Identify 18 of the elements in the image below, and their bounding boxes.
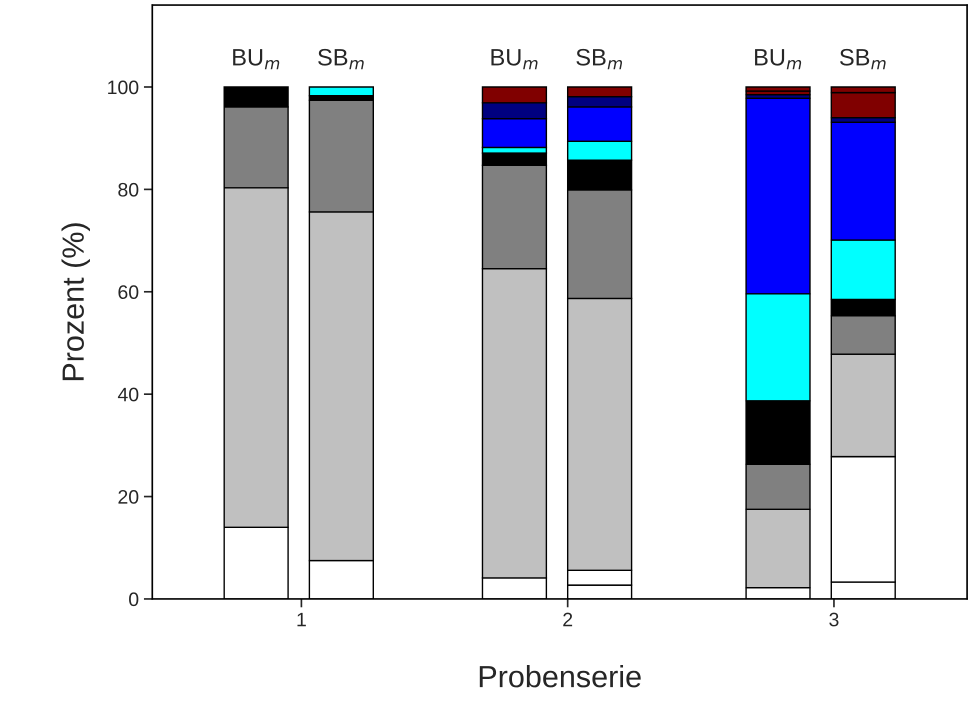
y-tick-label: 40 bbox=[118, 388, 138, 402]
y-tick-label: 20 bbox=[118, 490, 138, 504]
annotation: BU$_{m}$ bbox=[755, 49, 802, 70]
bar bbox=[745, 86, 811, 92]
x-tick-label: 3 bbox=[829, 612, 839, 626]
y-tick-label: 100 bbox=[108, 80, 138, 94]
annotation: SB$_{m}$ bbox=[576, 48, 622, 70]
annotation: SB$_{m}$ bbox=[840, 48, 886, 70]
y-axis-title: Prozent (%) bbox=[62, 223, 90, 380]
x-tick-label: 2 bbox=[563, 612, 572, 626]
y-tick-label: 60 bbox=[118, 285, 138, 300]
annotation: SB$_{m}$ bbox=[318, 48, 364, 70]
y-tick-label: 0 bbox=[129, 592, 138, 606]
annotation: BU$_{m}$ bbox=[233, 49, 280, 70]
x-tick-label: 1 bbox=[297, 612, 306, 626]
x-axis-title: Probenserie bbox=[480, 664, 641, 688]
annotation: BU$_{m}$ bbox=[491, 49, 538, 70]
y-tick-label: 80 bbox=[118, 182, 138, 197]
